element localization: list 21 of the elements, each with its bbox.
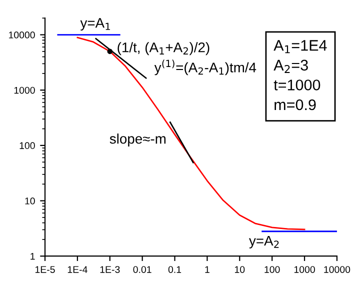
y-tick-label: 100 [20, 142, 35, 150]
x-tick-label: 1 [205, 266, 210, 273]
y-tick-label: 10000 [8, 32, 35, 38]
annotation: (1/t, (A$_{1}$+A$_{2}$)/2) [118, 42, 210, 56]
annotation: y=A$_{1}$ [80, 18, 110, 31]
y-tick-label: 1 [30, 252, 35, 260]
x-tick-label: 1E-4 [68, 266, 88, 273]
x-tick-label: 1E-3 [100, 266, 120, 273]
annotation: y$^{(1)}$=(A$_{2}$-A$_{1}$)tm/4 [154, 60, 256, 76]
y-tick-label: 10 [25, 198, 35, 204]
annotation: y=A$_{2}$ [249, 236, 279, 248]
y-tick-label: 1000 [14, 86, 35, 94]
x-tick-label: 1E-5 [35, 266, 55, 273]
x-tick-label: 0.01 [133, 266, 152, 273]
x-tick-label: 100 [264, 266, 280, 273]
x-tick-label: 0.1 [168, 266, 182, 273]
x-tick-label: 10 [234, 266, 245, 273]
x-tick-label: 10000 [324, 266, 350, 273]
annotation: slope≈-m [110, 134, 166, 146]
annotation: A$_{1}$=1E4 A$_{2}$=3 t=1000 m=0.9 [274, 40, 327, 110]
x-tick-label: 1000 [294, 266, 315, 273]
